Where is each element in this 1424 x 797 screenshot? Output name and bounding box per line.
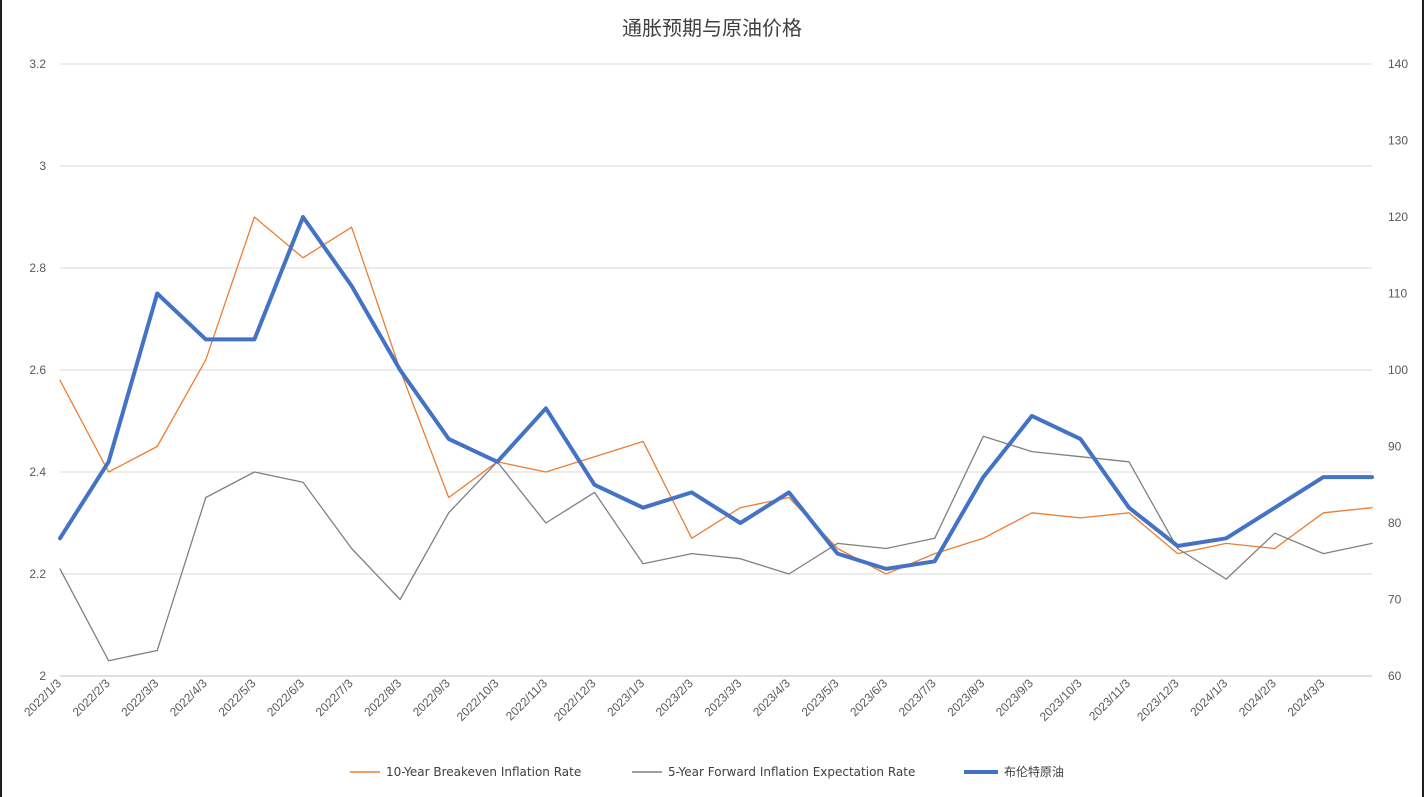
y-right-tick-label: 110 xyxy=(1388,287,1407,301)
legend: 10-Year Breakeven Inflation Rate 5-Year F… xyxy=(350,764,1064,779)
x-tick-label: 2023/12/3 xyxy=(1134,676,1182,724)
y-right-tick-label: 80 xyxy=(1388,516,1402,530)
y-left-tick-label: 3.2 xyxy=(29,57,46,71)
frame-border-right xyxy=(1422,0,1424,797)
y-right-tick-label: 120 xyxy=(1388,210,1408,224)
legend-label-2: 5-Year Forward Inflation Expectation Rat… xyxy=(668,765,915,779)
y-left-tick-label: 2 xyxy=(39,669,46,683)
gridlines xyxy=(60,63,1372,677)
x-tick-label: 2023/6/3 xyxy=(847,676,890,719)
legend-label-1: 10-Year Breakeven Inflation Rate xyxy=(386,765,581,779)
x-tick-label: 2023/8/3 xyxy=(944,676,987,719)
x-tick-label: 2023/3/3 xyxy=(701,676,744,719)
x-tick-label: 2022/9/3 xyxy=(410,676,453,719)
x-tick-label: 2022/3/3 xyxy=(118,676,161,719)
x-tick-label: 2024/1/3 xyxy=(1187,676,1230,719)
y-left-tick-label: 2.2 xyxy=(29,567,46,581)
x-tick-label: 2023/5/3 xyxy=(799,676,842,719)
x-tick-label: 2022/6/3 xyxy=(264,676,307,719)
x-tick-label: 2022/2/3 xyxy=(70,676,113,719)
x-tick-label: 2022/7/3 xyxy=(313,676,356,719)
x-tick-label: 2022/12/3 xyxy=(551,676,599,724)
x-tick-label: 2022/11/3 xyxy=(503,676,550,723)
x-tick-label: 2024/3/3 xyxy=(1285,676,1328,719)
y-left-tick-label: 2.6 xyxy=(29,363,46,377)
y-axis-left: 2 2.2 2.4 2.6 2.8 3 3.2 xyxy=(29,57,46,683)
legend-label-3: 布伦特原油 xyxy=(1004,764,1064,779)
x-tick-label: 2023/7/3 xyxy=(896,676,939,719)
y-left-tick-label: 3 xyxy=(39,159,46,173)
x-tick-label: 2023/2/3 xyxy=(653,676,696,719)
x-tick-label: 2022/4/3 xyxy=(167,676,210,719)
y-left-tick-label: 2.4 xyxy=(29,465,46,479)
x-tick-label: 2023/1/3 xyxy=(604,676,647,719)
x-tick-label: 2024/2/3 xyxy=(1236,676,1279,719)
series-line-2 xyxy=(59,435,1373,662)
x-tick-label: 2022/8/3 xyxy=(361,676,404,719)
y-right-tick-label: 70 xyxy=(1388,593,1402,607)
x-tick-label: 2023/10/3 xyxy=(1037,676,1085,724)
y-right-tick-label: 100 xyxy=(1388,363,1408,377)
series-line-1 xyxy=(59,216,1373,575)
y-left-tick-label: 2.8 xyxy=(29,261,46,275)
y-right-tick-label: 140 xyxy=(1388,57,1408,71)
chart-title: 通胀预期与原油价格 xyxy=(622,16,802,40)
y-axis-right: 60 70 80 90 100 110 120 130 140 xyxy=(1388,57,1408,683)
series-line-3 xyxy=(58,215,1374,571)
x-axis: 2022/1/3 2022/2/3 2022/3/3 2022/4/3 2022/5/3… xyxy=(21,675,1372,724)
frame-border-left xyxy=(0,0,2,797)
y-right-tick-label: 130 xyxy=(1388,134,1408,148)
x-tick-label: 2022/10/3 xyxy=(454,676,502,724)
y-right-tick-label: 60 xyxy=(1388,669,1402,683)
x-tick-label: 2023/4/3 xyxy=(750,676,793,719)
x-tick-label: 2023/11/3 xyxy=(1086,676,1133,723)
series-layer xyxy=(58,215,1374,662)
x-tick-label: 2022/5/3 xyxy=(216,676,259,719)
x-tick-label: 2023/9/3 xyxy=(993,676,1036,719)
y-right-tick-label: 90 xyxy=(1388,440,1402,454)
